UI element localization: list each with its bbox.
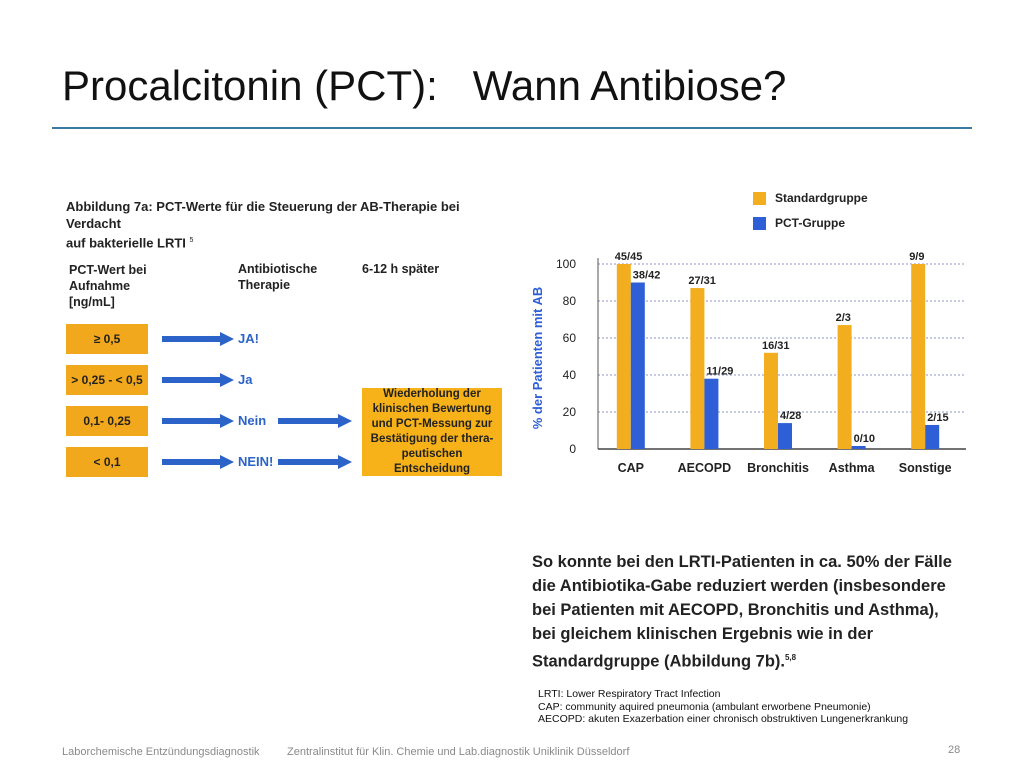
column-header-later: 6-12 h später — [362, 262, 440, 276]
column-header-pct-line2: Aufnahme — [69, 279, 131, 293]
bar-value-label: 0/10 — [854, 433, 875, 445]
column-header-pct-line1: PCT-Wert bei — [69, 263, 147, 277]
conclusion-ref: 5,8 — [784, 653, 797, 662]
pct-threshold-box: ≥ 0,5 — [66, 324, 148, 354]
title-divider — [52, 127, 972, 129]
bar-pct — [778, 423, 792, 449]
bar-standard — [690, 288, 705, 449]
repeat-box-line: und PCT-Messung zur — [371, 418, 493, 430]
bar-value-label: 38/42 — [633, 270, 661, 282]
figure-caption: Abbildung 7a: PCT-Werte für die Steuerun… — [66, 198, 506, 251]
conclusion-line: Standardgruppe (Abbildung 7b). — [532, 652, 785, 671]
bar-standard — [616, 264, 631, 449]
legend-label-pct: PCT-Gruppe — [775, 216, 846, 230]
x-tick-label: Bronchitis — [747, 461, 809, 475]
bar-value-label: 27/31 — [688, 275, 716, 287]
bar-chart: 0 20 40 60 80 100 % der Patienten mit AB 45/45 3… — [530, 251, 966, 475]
conclusion-line: die Antibiotika-Gabe reduziert werden (i… — [532, 577, 946, 595]
bar-value-label: 9/9 — [909, 251, 924, 263]
repeat-box-line: Wiederholung der — [383, 388, 481, 400]
bar-standard — [911, 264, 926, 449]
bar-value-label: 11/29 — [706, 366, 733, 378]
abbreviation-line: CAP: community aquired pneumonia (ambula… — [538, 700, 871, 713]
column-header-pct-line3: [ng/mL] — [69, 295, 115, 309]
column-header-therapy: Antibiotische Therapie — [238, 261, 317, 293]
column-header-pct-value: PCT-Wert bei Aufnahme [ng/mL] — [69, 262, 147, 310]
y-tick-label: 80 — [563, 294, 577, 308]
abbreviations: LRTI: Lower Respiratory Tract Infection … — [538, 688, 908, 726]
repeat-box-line: klinischen Bewertung — [372, 403, 492, 415]
therapy-decision: Nein — [238, 413, 267, 428]
y-tick-label: 100 — [556, 257, 576, 271]
therapy-decision: NEIN! — [238, 454, 274, 469]
repeat-box-line: peutischen Entscheidung — [393, 448, 471, 475]
arrow-right-icon — [162, 332, 234, 346]
y-tick-label: 40 — [563, 368, 577, 382]
bar-pct — [704, 378, 719, 449]
pct-threshold-box: 0,1- 0,25 — [66, 406, 148, 436]
legend-swatch-standard — [753, 192, 766, 205]
figure-caption-ref: 5 — [189, 237, 194, 244]
figure-caption-line1: Abbildung 7a: PCT-Werte für die Steuerun… — [66, 199, 460, 231]
bar-standard — [764, 352, 778, 449]
bar-value-label: 4/28 — [780, 410, 801, 422]
arrow-right-icon — [278, 455, 352, 469]
arrow-right-icon — [162, 455, 234, 469]
x-tick-label: Sonstige — [899, 461, 952, 475]
column-header-therapy-line1: Antibiotische — [238, 262, 318, 276]
pct-threshold-box: > 0,25 - < 0,5 — [66, 365, 148, 395]
y-tick-label: 60 — [563, 331, 577, 345]
repeat-box-line: Bestätigung der thera- — [370, 433, 494, 445]
arrow-right-icon — [162, 373, 234, 387]
bar-pct — [925, 424, 940, 449]
legend-swatch-pct — [753, 217, 766, 230]
x-tick-label: Asthma — [829, 461, 876, 475]
bar-standard — [837, 325, 852, 449]
y-tick-label: 20 — [563, 405, 577, 419]
legend-label-standard: Standardgruppe — [775, 191, 868, 205]
therapy-decision: JA! — [238, 331, 259, 346]
pct-threshold-box: < 0,1 — [66, 447, 148, 477]
conclusion-line: bei gleichem klinischen Ergebnis wie in … — [532, 625, 874, 643]
repeat-assessment-box: Wiederholung der klinischen Bewertung un… — [362, 388, 502, 476]
x-tick-label: CAP — [618, 461, 644, 475]
slide-title: Procalcitonin (PCT): Wann Antibiose? — [62, 62, 787, 109]
x-tick-label: AECOPD — [678, 461, 731, 475]
column-header-therapy-line2: Therapie — [238, 278, 291, 292]
conclusion-text: So konnte bei den LRTI-Patienten in ca. … — [532, 550, 972, 674]
bar-pct — [851, 446, 866, 449]
abbreviation-line: LRTI: Lower Respiratory Tract Infection — [538, 688, 721, 700]
conclusion-line: bei Patienten mit AECOPD, Bronchitis und… — [532, 601, 939, 619]
bar-value-label: 2/3 — [836, 312, 851, 324]
footer-left: Laborchemische Entzündungsdiagnostik — [62, 746, 260, 758]
abbreviation-line: AECOPD: akuten Exazerbation einer chroni… — [538, 713, 909, 725]
bar-value-label: 16/31 — [762, 340, 790, 352]
conclusion-line: So konnte bei den LRTI-Patienten in ca. … — [532, 553, 952, 571]
bar-value-label: 2/15 — [927, 412, 948, 424]
therapy-decision: Ja — [238, 372, 253, 387]
arrow-right-icon — [162, 414, 234, 428]
footer-center: Zentralinstitut für Klin. Chemie und Lab… — [287, 746, 630, 758]
bar-value-label: 45/45 — [615, 251, 643, 263]
bar-pct — [630, 282, 645, 449]
arrow-right-icon — [278, 414, 352, 428]
figure-caption-line2: auf bakterielle LRTI — [66, 235, 186, 251]
y-tick-label: 0 — [569, 442, 576, 456]
y-axis-label: % der Patienten mit AB — [530, 287, 545, 430]
page-number: 28 — [948, 744, 961, 756]
